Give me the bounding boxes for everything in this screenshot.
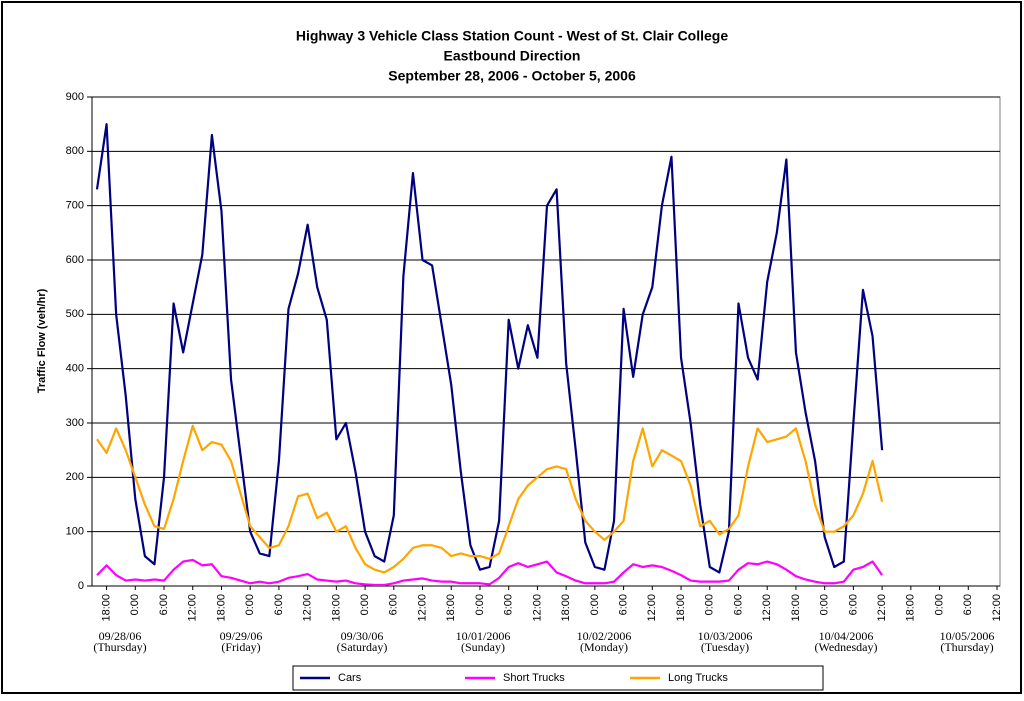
y-tick-label: 900 [66,91,84,103]
x-tick-label: 18:00 [675,594,687,622]
x-tick-label: 12:00 [761,594,773,622]
x-tick-label: 12:00 [876,594,888,622]
y-tick-label: 0 [78,580,84,592]
date-label: 09/28/06 [99,629,142,643]
x-tick-label: 6:00 [618,594,630,615]
x-tick-label: 12:00 [531,594,543,622]
x-tick-label: 12:00 [646,594,658,622]
x-tick-label: 18:00 [100,594,112,622]
x-tick-label: 12:00 [187,594,199,622]
legend-box [292,665,824,691]
date-label: 10/05/2006 [940,629,995,643]
day-label: (Thursday) [940,640,993,654]
x-tick-label: 0:00 [474,594,486,615]
y-tick-label: 500 [66,308,84,320]
day-label: (Saturday) [337,640,388,654]
day-label: (Wednesday) [814,640,877,654]
y-tick-label: 600 [66,254,84,266]
x-tick-label: 6:00 [962,594,974,615]
x-tick-label: 6:00 [503,594,515,615]
y-tick-label: 100 [66,526,84,538]
day-label: (Sunday) [461,640,505,654]
x-tick-label: 12:00 [416,594,428,622]
x-tick-label: 0:00 [359,594,371,615]
day-label: (Thursday) [93,640,146,654]
day-label: (Tuesday) [701,640,749,654]
day-label: (Friday) [221,640,260,654]
x-tick-label: 0:00 [819,594,831,615]
x-tick-label: 6:00 [273,594,285,615]
y-tick-label: 400 [66,363,84,375]
x-tick-label: 0:00 [244,594,256,615]
x-tick-label: 18:00 [215,594,227,622]
x-tick-label: 6:00 [158,594,170,615]
date-label: 10/03/2006 [698,629,753,643]
y-tick-label: 300 [66,417,84,429]
chart-title: Highway 3 Vehicle Class Station Count - … [296,28,728,44]
x-tick-label: 18:00 [905,594,917,622]
legend-label: Cars [338,672,362,684]
y-tick-label: 700 [66,200,84,212]
x-tick-label: 0:00 [933,594,945,615]
x-tick-label: 6:00 [732,594,744,615]
date-label: 10/02/2006 [577,629,632,643]
y-tick-label: 800 [66,145,84,157]
date-label: 10/04/2006 [819,629,874,643]
chart-title: Eastbound Direction [444,48,581,64]
x-tick-label: 18:00 [330,594,342,622]
chart-title: September 28, 2006 - October 5, 2006 [388,68,636,84]
date-label: 09/30/06 [341,629,384,643]
x-tick-label: 0:00 [589,594,601,615]
x-tick-label: 12:00 [991,594,1003,622]
x-tick-label: 18:00 [445,594,457,622]
x-tick-label: 6:00 [388,594,400,615]
y-axis-label: Traffic Flow (veh/hr) [36,288,48,393]
series-line [96,424,884,574]
x-tick-label: 0:00 [704,594,716,615]
x-tick-label: 6:00 [847,594,859,615]
date-label: 10/01/2006 [456,629,511,643]
x-tick-label: 12:00 [302,594,314,622]
series-line [95,123,884,574]
y-tick-label: 200 [66,471,84,483]
legend-label: Long Trucks [668,672,728,684]
x-tick-label: 18:00 [790,594,802,622]
x-tick-label: 0:00 [129,594,141,615]
x-tick-label: 18:00 [560,594,572,622]
date-label: 09/29/06 [220,629,263,643]
legend-label: Short Trucks [503,672,565,684]
day-label: (Monday) [580,640,628,654]
series-line [96,558,884,587]
